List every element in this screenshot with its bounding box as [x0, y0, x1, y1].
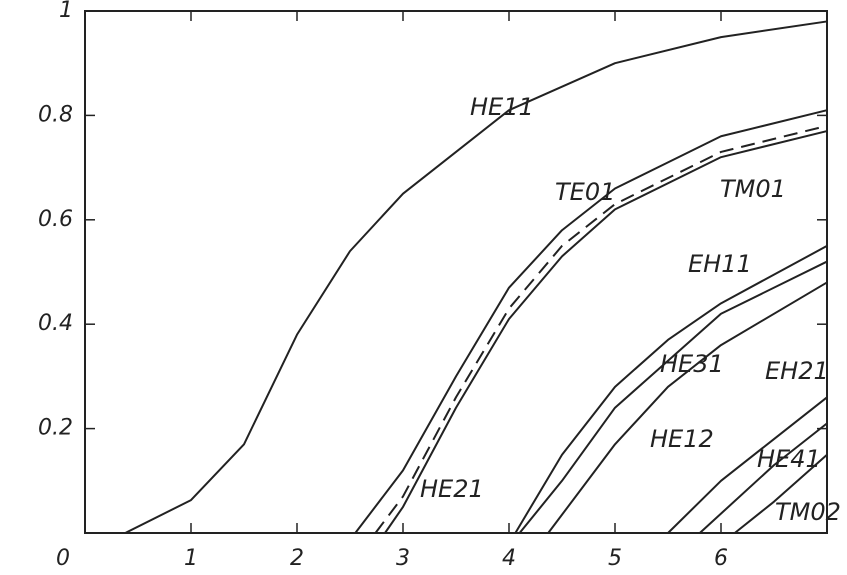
curve-label: TE01	[555, 178, 615, 206]
curve-label: HE12	[650, 425, 714, 453]
curve	[514, 245, 828, 534]
curve	[699, 422, 828, 534]
x-tick-label: 4	[502, 546, 516, 571]
x-tick-label: 0	[56, 546, 70, 571]
x-tick-label: 5	[608, 546, 622, 571]
x-tick-label: 3	[396, 546, 410, 571]
x-tick-label: 2	[290, 546, 304, 571]
curve-label: TM02	[775, 498, 841, 526]
curve	[734, 453, 828, 534]
curve-label: TM01	[720, 175, 786, 203]
curve-label: EH11	[688, 250, 752, 278]
curve	[354, 109, 828, 534]
curve	[384, 130, 828, 534]
curve-label: HE11	[470, 93, 534, 121]
curve	[667, 396, 828, 534]
curve	[547, 281, 828, 534]
y-tick-label: 0.8	[38, 102, 73, 127]
y-tick-label: 0.6	[38, 207, 73, 232]
y-tick-label: 1	[59, 0, 73, 23]
y-tick-label: 0.2	[38, 416, 73, 441]
x-tick-label: 1	[184, 546, 198, 571]
curve-label: EH21	[765, 357, 829, 385]
curve	[518, 260, 828, 534]
curve-label: HE31	[660, 350, 724, 378]
curve	[124, 20, 828, 534]
curve	[374, 124, 828, 534]
plot-frame	[84, 10, 828, 534]
x-tick-label: 6	[714, 546, 728, 571]
y-tick-label: 0.4	[38, 311, 73, 336]
curve-label: HE21	[420, 475, 484, 503]
